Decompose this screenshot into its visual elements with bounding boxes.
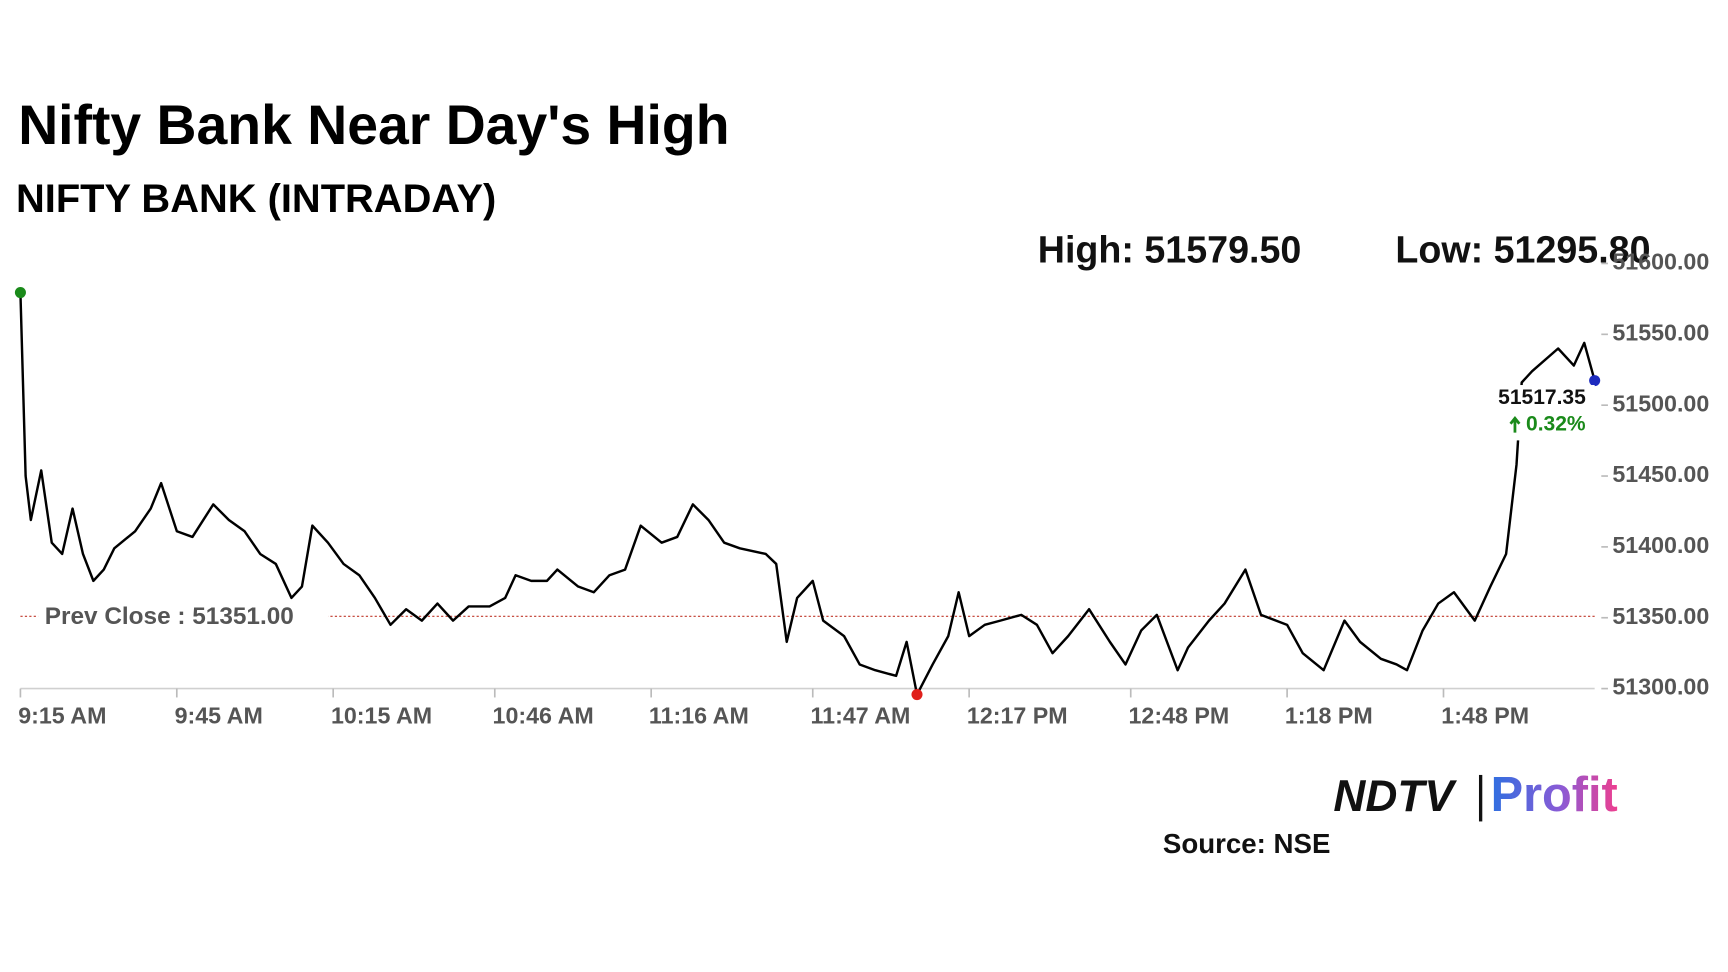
low-label: Low: 51295.80 [1395,228,1650,270]
y-tick-label: 51350.00 [1612,603,1709,629]
price-line [19,292,1596,696]
x-tick-label: 1:48 PM [1441,703,1529,729]
low-marker [911,689,923,701]
x-tick-label: 10:15 AM [331,703,432,729]
change-arrow [1509,416,1521,433]
last-value-bg [1506,385,1595,441]
x-tick-label: 12:17 PM [967,703,1068,729]
plot-area: 9:15 AM 9:45 AM 10:15 AM 10:46 AM 11:16 AM 11… [14,249,1709,729]
y-tick-label: 51550.00 [1612,319,1709,345]
x-tick-label: 12:48 PM [1129,703,1230,729]
x-tick-label: 10:46 AM [493,703,594,729]
x-tick-label: 11:16 AM [649,703,749,729]
source: Source: NSE [1163,828,1331,859]
last-value-label: 51517.35 [1498,386,1586,409]
chart-subtitle: NIFTY BANK (INTRADAY) [16,177,496,221]
reference-label-bg [38,599,329,633]
start-marker [14,286,26,299]
change-label: 0.32% [1526,412,1586,435]
x-tick-label: 11:47 AM [811,703,911,729]
x-tick-label: 1:18 PM [1285,703,1373,729]
y-tick-label: 51300.00 [1612,674,1709,700]
chart-title: Nifty Bank Near Day's High [18,94,729,156]
high-label: High: 51579.50 [1038,228,1302,270]
end-marker [1589,375,1601,387]
product-logo: Profit [1491,768,1618,822]
y-tick-label: 51500.00 [1612,390,1709,416]
y-tick-label: 51450.00 [1612,461,1709,487]
x-tick-label: 9:45 AM [175,703,263,729]
y-tick-label: 51400.00 [1612,532,1709,558]
y-tick-label: 51600.00 [1612,249,1709,275]
reference-label: Prev Close : 51351.00 [45,603,294,630]
x-tick-label: 9:15 AM [18,703,106,729]
brand-logo: NDTV [1333,772,1457,821]
